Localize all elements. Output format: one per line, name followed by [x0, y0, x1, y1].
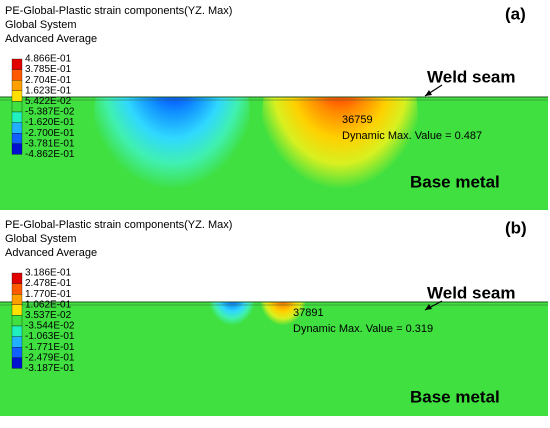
legend-label: 2.478E-01 — [25, 278, 72, 289]
legend-swatch — [11, 283, 23, 295]
legend-label: -2.700E-01 — [25, 128, 75, 139]
legend-label: -2.479E-01 — [25, 352, 75, 363]
legend-label: -3.781E-01 — [25, 138, 75, 149]
legend-swatch — [11, 111, 23, 123]
legend-swatch — [11, 347, 23, 358]
legend-swatch — [11, 133, 23, 144]
legend-swatch — [11, 122, 23, 134]
legend-label: 3.785E-01 — [25, 64, 72, 75]
panel: PE-Global-Plastic strain components(YZ. … — [0, 218, 548, 416]
legend-swatch — [11, 357, 23, 369]
weld-seam-label: Weld seam — [427, 67, 516, 86]
legend-label: 1.062E-01 — [25, 299, 72, 310]
legend-swatch — [11, 304, 23, 316]
legend-label: 4.866E-01 — [25, 54, 72, 65]
legend-label: -1.063E-01 — [25, 331, 75, 342]
base-metal-label: Base metal — [410, 387, 500, 406]
legend-swatch — [11, 101, 23, 113]
legend-label: 3.537E-02 — [25, 310, 72, 321]
legend-label: -1.771E-01 — [25, 342, 75, 353]
contours — [210, 302, 305, 334]
node-id: 36759 — [342, 114, 373, 126]
legend-swatch — [11, 80, 23, 91]
contours — [94, 97, 418, 210]
legend-swatch — [11, 336, 23, 348]
dynamic-max: Dynamic Max. Value = 0.319 — [293, 323, 433, 335]
legend-label: -3.187E-01 — [25, 363, 75, 374]
header-line: Global System — [5, 19, 77, 31]
panel-label: (b) — [505, 218, 527, 237]
node-id: 37891 — [293, 307, 324, 319]
legend-swatch — [11, 272, 23, 284]
arrow-head — [425, 90, 432, 96]
compression-lobe — [94, 97, 250, 210]
legend-swatch — [11, 325, 23, 337]
base-metal-label: Base metal — [410, 172, 500, 191]
legend-label: -4.862E-01 — [25, 149, 75, 160]
legend-swatch — [11, 294, 23, 305]
panel-label: (a) — [505, 4, 526, 23]
legend-label: -5.387E-02 — [25, 107, 75, 118]
dynamic-max: Dynamic Max. Value = 0.487 — [342, 130, 482, 142]
tension-lobe — [262, 97, 418, 210]
legend-swatch — [11, 315, 23, 327]
header-line: PE-Global-Plastic strain components(YZ. … — [5, 5, 232, 17]
tension-lobe — [261, 302, 305, 334]
legend-label: 1.770E-01 — [25, 289, 72, 300]
header-line: Advanced Average — [5, 247, 97, 259]
compression-lobe — [210, 302, 254, 334]
legend-label: -1.620E-01 — [25, 117, 75, 128]
header-line: Advanced Average — [5, 33, 97, 45]
legend-label: 5.422E-02 — [25, 96, 72, 107]
legend-label: 1.623E-01 — [25, 85, 72, 96]
legend-swatch — [11, 58, 23, 70]
weld-seam-label: Weld seam — [427, 283, 516, 302]
panel: PE-Global-Plastic strain components(YZ. … — [0, 4, 548, 210]
legend-label: 3.186E-01 — [25, 268, 72, 279]
legend-swatch — [11, 143, 23, 155]
header-line: PE-Global-Plastic strain components(YZ. … — [5, 219, 232, 231]
header-line: Global System — [5, 233, 77, 245]
arrow-head — [425, 304, 432, 310]
legend-label: -3.544E-02 — [25, 321, 75, 332]
legend-swatch — [11, 90, 23, 102]
legend-label: 2.704E-01 — [25, 75, 72, 86]
legend-swatch — [11, 69, 23, 81]
